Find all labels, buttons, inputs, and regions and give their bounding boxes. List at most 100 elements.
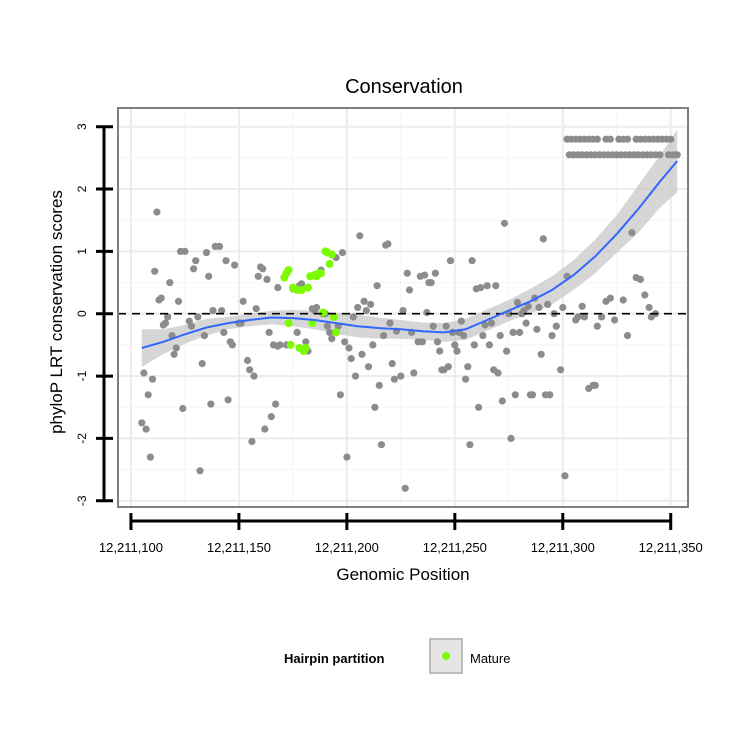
data-point-other xyxy=(623,332,632,340)
data-point-other xyxy=(477,284,485,292)
data-point-other xyxy=(140,369,148,377)
data-point-other xyxy=(341,338,349,346)
confidence-band xyxy=(141,129,678,367)
data-point-other xyxy=(459,332,468,340)
data-point-other xyxy=(591,381,599,389)
data-point-other xyxy=(485,341,493,349)
data-point-other xyxy=(606,294,614,302)
data-point-other xyxy=(457,317,465,325)
data-point-other xyxy=(492,282,500,290)
data-point-other xyxy=(673,151,681,159)
data-point-other xyxy=(574,313,582,321)
data-point-other xyxy=(371,403,379,411)
data-point-other xyxy=(546,391,554,399)
data-point-other xyxy=(138,419,146,427)
data-point-other xyxy=(347,355,355,363)
data-point-other xyxy=(170,350,178,358)
data-point-other xyxy=(293,328,301,336)
smooth-fit-line xyxy=(141,160,678,349)
x-axis: 12,211,100 12,211,150 12,211,200 12,211,250… xyxy=(99,513,703,555)
data-point-other xyxy=(157,294,165,302)
data-point-other xyxy=(470,341,478,349)
y-axis: -3 -2 -1 0 1 2 3 xyxy=(75,123,113,506)
data-point-other xyxy=(384,240,392,248)
data-point-other xyxy=(148,375,157,383)
data-point-other xyxy=(429,322,437,330)
data-point-other xyxy=(399,307,407,315)
data-point-other xyxy=(174,297,183,305)
data-point-other xyxy=(524,302,532,310)
data-point-other xyxy=(578,302,586,310)
data-point-other xyxy=(433,338,442,346)
data-point-other xyxy=(194,313,202,321)
data-point-other xyxy=(336,391,344,399)
data-point-other xyxy=(388,360,396,368)
data-point-other xyxy=(354,303,362,312)
data-point-other xyxy=(142,425,150,433)
data-point-other xyxy=(598,313,606,321)
data-point-other xyxy=(181,247,189,255)
data-point-other xyxy=(410,369,418,377)
y-tick-label: 1 xyxy=(75,248,89,255)
data-point-mature xyxy=(308,319,317,328)
data-point-other xyxy=(539,235,547,243)
data-point-other xyxy=(464,363,472,371)
data-point-other xyxy=(228,341,236,349)
data-point-mature xyxy=(329,312,338,321)
data-point-mature xyxy=(286,340,295,349)
data-point-other xyxy=(503,347,511,355)
data-point-other xyxy=(656,151,664,159)
data-point-other xyxy=(479,332,487,340)
data-point-other xyxy=(557,366,565,374)
x-tick-label: 12,211,200 xyxy=(315,540,379,555)
data-point-other xyxy=(533,325,541,333)
y-axis-title: phyloP LRT conservation scores xyxy=(47,190,66,434)
data-point-other xyxy=(511,391,519,399)
data-point-other xyxy=(487,319,496,327)
data-point-other xyxy=(446,257,455,265)
data-point-other xyxy=(468,257,476,265)
data-point-other xyxy=(373,282,381,290)
data-point-other xyxy=(243,356,252,365)
panel-border xyxy=(117,107,689,508)
data-point-other xyxy=(207,400,215,408)
data-point-other xyxy=(619,296,627,304)
data-point-other xyxy=(351,372,360,380)
data-point-other xyxy=(475,403,483,411)
data-point-other xyxy=(338,249,347,257)
data-point-other xyxy=(544,300,552,308)
data-point-other xyxy=(496,332,504,340)
x-tick-label: 12,211,250 xyxy=(423,540,487,555)
data-point-other xyxy=(246,366,254,374)
data-point-other xyxy=(418,338,426,346)
data-point-other xyxy=(146,453,154,461)
data-point-other xyxy=(516,328,524,336)
data-point-other xyxy=(522,319,530,327)
data-point-other xyxy=(259,265,267,273)
data-point-other xyxy=(431,269,439,277)
data-point-other xyxy=(593,322,601,330)
data-point-other xyxy=(403,269,411,277)
data-point-other xyxy=(267,413,275,421)
data-point-mature xyxy=(284,266,293,275)
data-point-other xyxy=(192,257,200,265)
data-point-other xyxy=(200,332,208,340)
data-point-other xyxy=(248,437,256,446)
data-point-other xyxy=(224,396,232,404)
x-tick-label: 12,211,100 xyxy=(99,540,163,555)
data-point-other xyxy=(272,400,280,408)
data-point-other xyxy=(151,267,159,275)
data-point-other xyxy=(209,307,217,315)
data-point-other xyxy=(645,303,653,312)
data-point-other xyxy=(313,303,321,312)
data-point-other xyxy=(535,303,543,312)
data-point-other xyxy=(153,208,161,216)
data-point-other xyxy=(509,328,517,336)
data-point-other xyxy=(326,328,334,336)
data-point-other xyxy=(205,272,213,280)
data-point-other xyxy=(405,286,414,294)
data-point-other xyxy=(161,319,170,327)
data-point-other xyxy=(559,303,567,312)
data-point-other xyxy=(593,135,601,143)
plot-panel xyxy=(117,107,689,508)
